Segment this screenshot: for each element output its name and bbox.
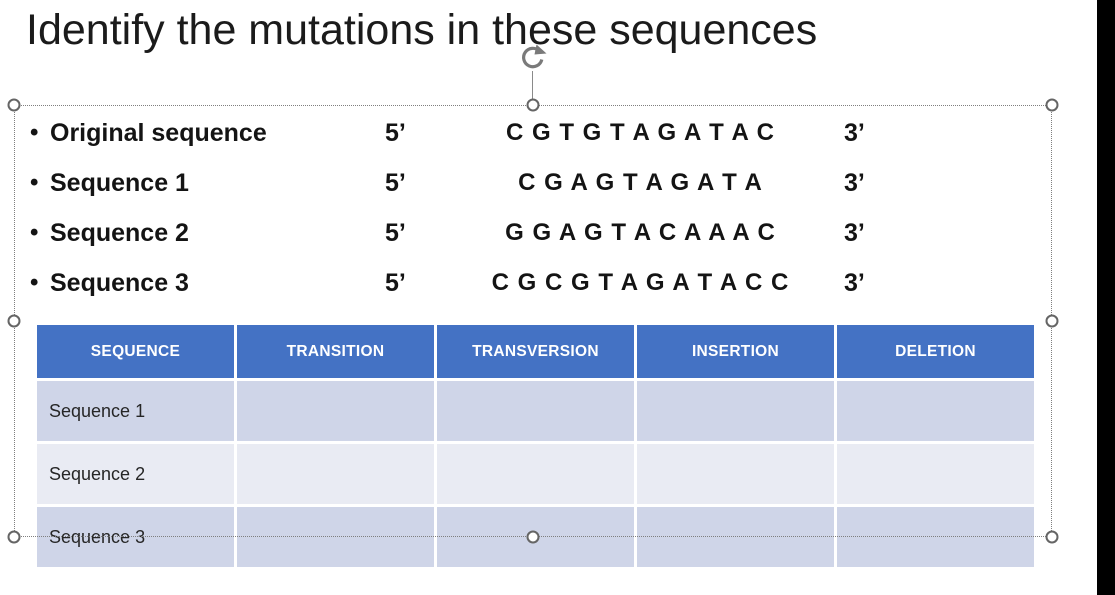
rotate-handle-icon[interactable]: [518, 42, 548, 72]
slide-title[interactable]: Identify the mutations in these sequence…: [26, 6, 818, 54]
table-cell[interactable]: [437, 381, 634, 441]
table-cell[interactable]: [837, 444, 1034, 504]
three-prime-label: 3’: [844, 268, 865, 297]
pasteboard-strip: [1097, 0, 1115, 595]
rotate-handle-stem: [532, 71, 533, 99]
content-placeholder[interactable]: • Original sequence 5’ C G T G T A G A T…: [30, 108, 890, 308]
table-header-cell[interactable]: TRANSVERSION: [437, 325, 634, 378]
resize-handle-top-left[interactable]: [7, 98, 21, 112]
table-cell[interactable]: [637, 444, 834, 504]
bullet-item[interactable]: • Sequence 1 5’ C G A G T A G A T A 3’: [30, 158, 890, 208]
sequence-label: Sequence 3: [50, 268, 189, 297]
table-header-cell[interactable]: DELETION: [837, 325, 1034, 378]
table-header-cell[interactable]: INSERTION: [637, 325, 834, 378]
resize-handle-bottom-left[interactable]: [7, 530, 21, 544]
resize-handle-top-right[interactable]: [1045, 98, 1059, 112]
bullet-item[interactable]: • Sequence 3 5’ C G C G T A G A T A C C …: [30, 258, 890, 308]
dna-sequence: C G T G T A G A T A C: [506, 119, 775, 146]
table-header-cell[interactable]: SEQUENCE: [37, 325, 234, 378]
row-label-cell[interactable]: Sequence 1: [37, 381, 234, 441]
three-prime-label: 3’: [844, 218, 865, 247]
resize-handle-middle-right[interactable]: [1045, 314, 1059, 328]
bullet-icon: •: [30, 119, 39, 146]
table-cell[interactable]: [437, 444, 634, 504]
row-label-cell[interactable]: Sequence 3: [37, 507, 234, 567]
sequence-label: Sequence 1: [50, 168, 189, 197]
table-header-cell[interactable]: TRANSITION: [237, 325, 434, 378]
resize-handle-middle-left[interactable]: [7, 314, 21, 328]
dna-sequence: C G C G T A G A T A C C: [491, 269, 790, 296]
bullet-icon: •: [30, 169, 39, 196]
table-cell[interactable]: [637, 381, 834, 441]
five-prime-label: 5’: [385, 268, 406, 297]
table-cell[interactable]: [837, 507, 1034, 567]
dna-sequence: C G A G T A G A T A: [518, 169, 763, 196]
five-prime-label: 5’: [385, 168, 406, 197]
bullet-item[interactable]: • Sequence 2 5’ G G A G T A C A A A C 3’: [30, 208, 890, 258]
table-cell[interactable]: [637, 507, 834, 567]
three-prime-label: 3’: [844, 118, 865, 147]
row-label-cell[interactable]: Sequence 2: [37, 444, 234, 504]
sequence-label: Original sequence: [50, 118, 267, 147]
table-cell[interactable]: [837, 381, 1034, 441]
table-cell[interactable]: [237, 444, 434, 504]
five-prime-label: 5’: [385, 118, 406, 147]
three-prime-label: 3’: [844, 168, 865, 197]
bullet-item[interactable]: • Original sequence 5’ C G T G T A G A T…: [30, 108, 890, 158]
five-prime-label: 5’: [385, 218, 406, 247]
table-cell[interactable]: [237, 381, 434, 441]
dna-sequence: G G A G T A C A A A C: [505, 219, 776, 246]
resize-handle-top-middle[interactable]: [526, 98, 540, 112]
mutations-table[interactable]: SEQUENCE TRANSITION TRANSVERSION INSERTI…: [37, 325, 1034, 567]
bullet-icon: •: [30, 269, 39, 296]
table-cell[interactable]: [237, 507, 434, 567]
resize-handle-bottom-middle[interactable]: [526, 530, 540, 544]
resize-handle-bottom-right[interactable]: [1045, 530, 1059, 544]
sequence-label: Sequence 2: [50, 218, 189, 247]
bullet-icon: •: [30, 219, 39, 246]
